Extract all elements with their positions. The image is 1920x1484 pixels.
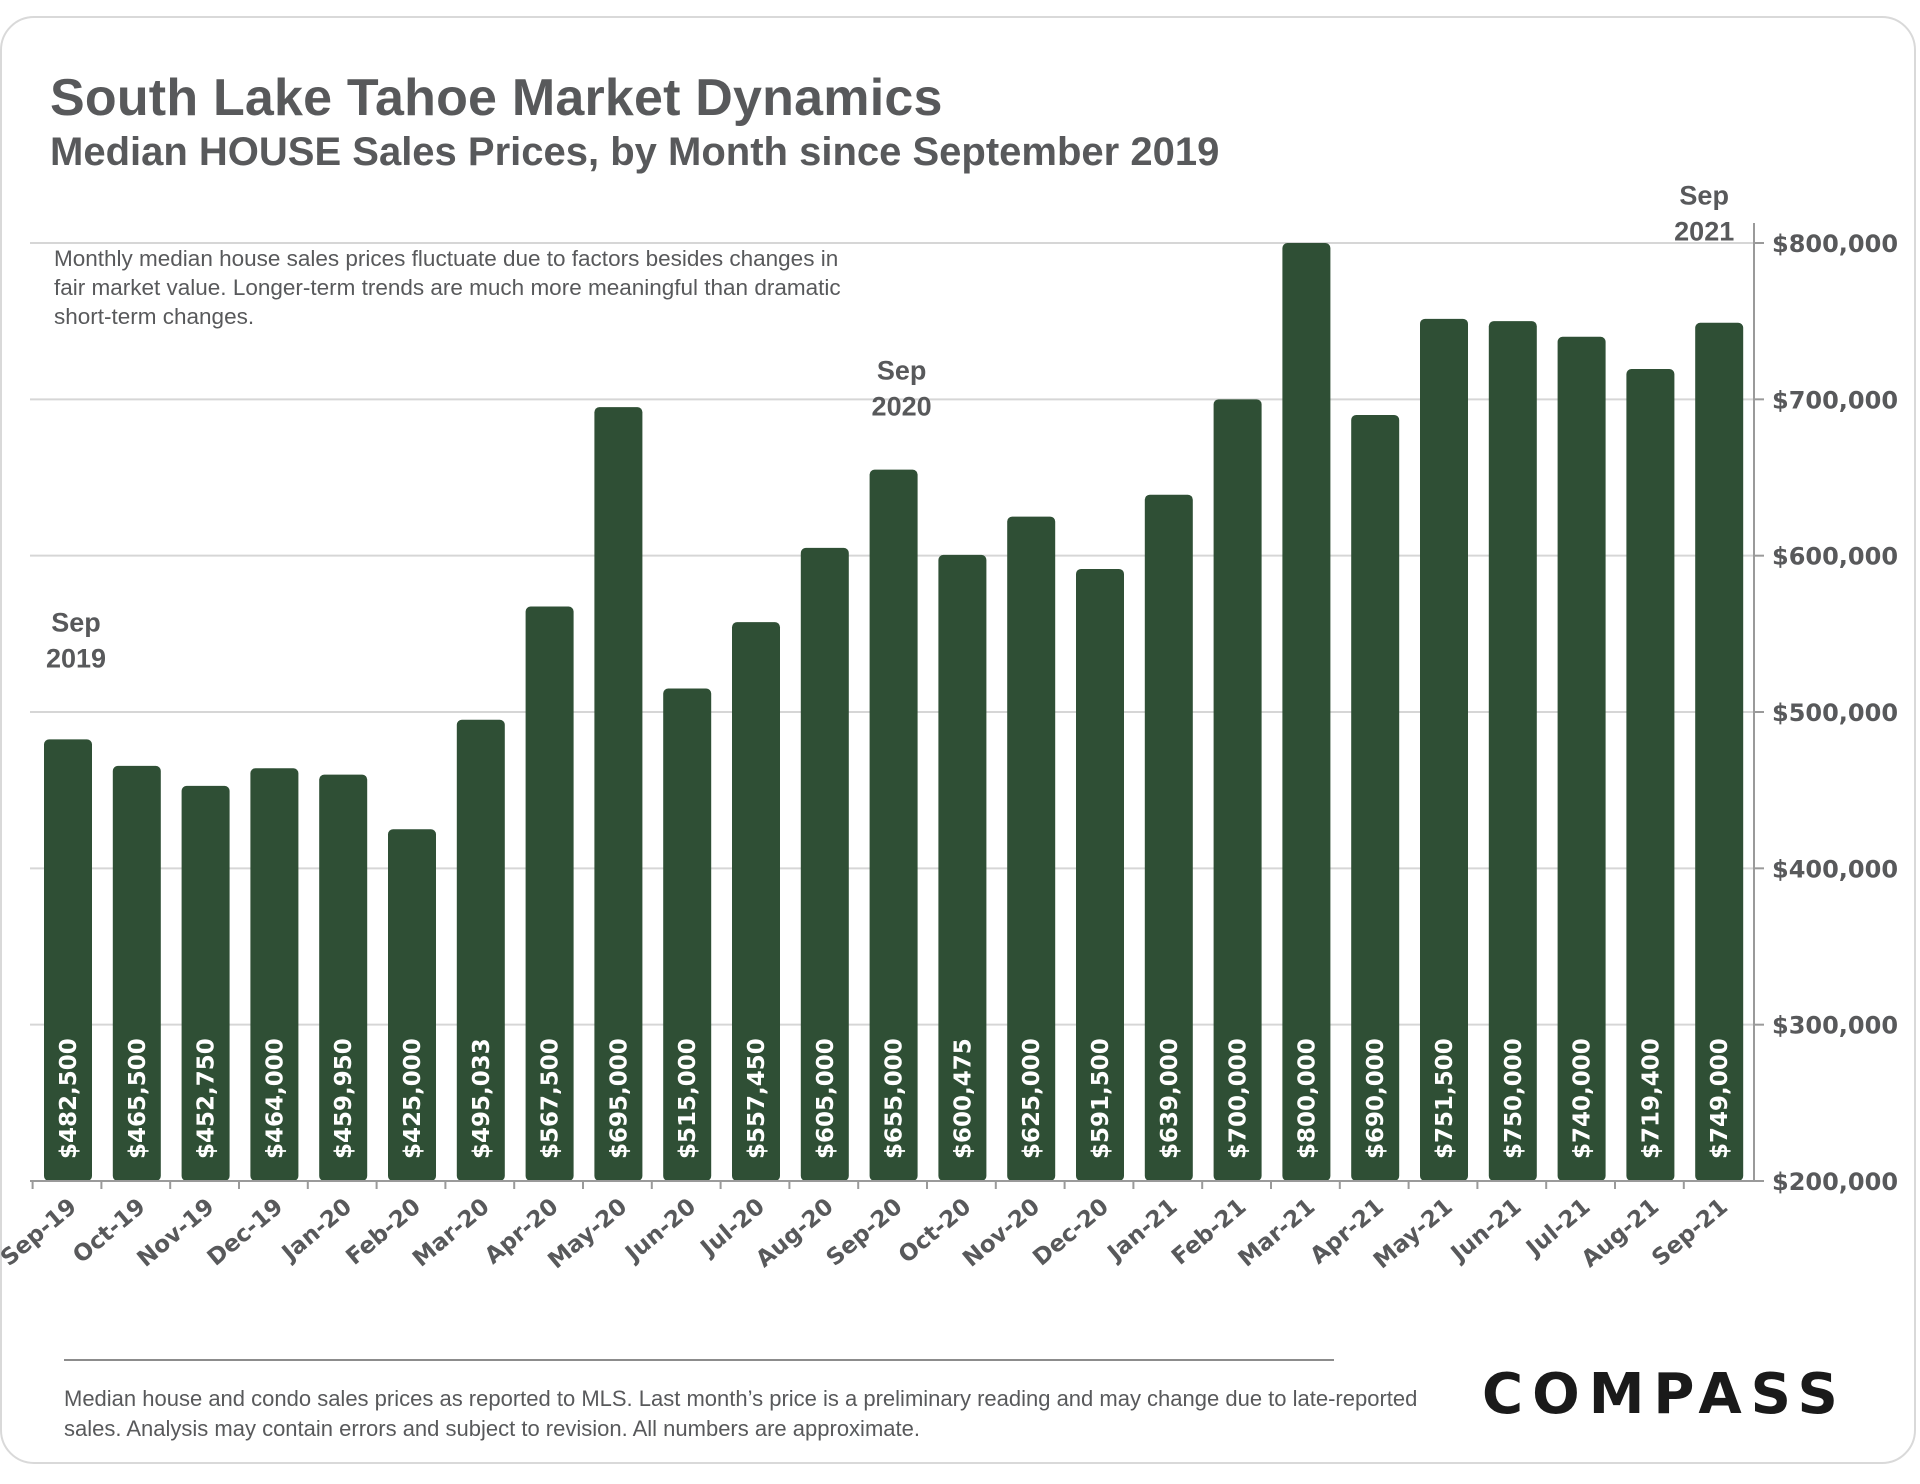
y-tick-label: $200,000 — [1772, 1168, 1898, 1196]
bar — [663, 688, 712, 1181]
bar — [112, 765, 161, 1181]
bar — [938, 554, 987, 1181]
y-tick-label: $300,000 — [1772, 1012, 1898, 1040]
bar-value-label: $639,000 — [1157, 1038, 1183, 1159]
annotation-label: Sep — [877, 356, 927, 386]
bar — [1213, 399, 1262, 1181]
y-tick-label: $400,000 — [1772, 855, 1898, 883]
annotation-label: Sep — [51, 607, 101, 637]
annotation-year: 2019 — [46, 643, 106, 673]
bar-value-label: $425,000 — [400, 1038, 426, 1159]
y-tick-labels: $200,000 $300,000 $400,000 $500,000 $600,000… — [1772, 230, 1898, 1196]
y-tick-label: $600,000 — [1772, 543, 1898, 571]
y-tick-label: $500,000 — [1772, 699, 1898, 727]
bar-value-label: $464,000 — [262, 1038, 288, 1159]
x-tick-label: Nov-20 — [958, 1194, 1045, 1273]
bar — [456, 719, 505, 1181]
bar-value-label: $719,400 — [1638, 1038, 1664, 1159]
bar — [1144, 494, 1193, 1181]
bar-value-label: $740,000 — [1570, 1038, 1596, 1159]
x-tick-label: Nov-19 — [133, 1194, 220, 1273]
bar-value-label: $700,000 — [1226, 1038, 1252, 1159]
bar-value-label: $567,500 — [538, 1038, 564, 1159]
bar — [1282, 243, 1331, 1181]
footer-divider — [64, 1359, 1334, 1361]
x-tick-label: Sep-19 — [0, 1194, 82, 1272]
annotation-year: 2021 — [1674, 217, 1734, 247]
x-tick-labels: Sep-19Oct-19Nov-19Dec-19Jan-20Feb-20Mar-… — [0, 1194, 1733, 1274]
bar — [1557, 336, 1606, 1181]
compass-logo: COMPASS — [1482, 1362, 1847, 1427]
bar — [1695, 322, 1744, 1182]
x-tick-label: Sep-21 — [1647, 1194, 1733, 1272]
bar-value-label: $750,000 — [1501, 1038, 1527, 1159]
x-tick-label: Mar-21 — [1234, 1194, 1321, 1273]
x-tick-label: Jan-21 — [1102, 1194, 1183, 1268]
bar — [388, 829, 436, 1181]
bar-value-label: $690,000 — [1363, 1038, 1389, 1159]
x-tick-label: Aug-21 — [1577, 1194, 1664, 1273]
bar — [319, 774, 368, 1181]
x-tick-label: Aug-20 — [751, 1194, 838, 1273]
x-tick-label: Jan-20 — [276, 1194, 357, 1268]
bar-value-label: $655,000 — [882, 1038, 908, 1159]
bar — [1420, 318, 1468, 1181]
bar — [1351, 414, 1400, 1181]
bar — [1626, 369, 1675, 1182]
x-tick-label: Sep-20 — [822, 1194, 908, 1272]
bar — [1488, 321, 1537, 1182]
bar — [250, 768, 299, 1181]
bar-value-label: $452,750 — [194, 1038, 220, 1159]
bar-value-labels: $482,500 $465,500 $452,750 $464,000 $459,950… — [56, 1038, 1733, 1159]
chart-subtitle: Median HOUSE Sales Prices, by Month sinc… — [50, 130, 1220, 174]
bar-value-label: $625,000 — [1019, 1038, 1045, 1159]
bar-value-label: $605,000 — [813, 1038, 839, 1159]
bar-value-label: $482,500 — [56, 1038, 82, 1159]
annotations: Sep 2019 Sep 2020 Sep 2021 — [46, 181, 1734, 674]
annotation-year: 2020 — [872, 392, 932, 422]
bar — [800, 547, 849, 1181]
y-tick-label: $700,000 — [1772, 386, 1898, 414]
bar — [1007, 516, 1056, 1181]
bar-value-label: $465,500 — [125, 1038, 151, 1159]
bar-value-label: $749,000 — [1707, 1038, 1733, 1159]
bar-value-label: $695,000 — [606, 1038, 632, 1159]
bar — [594, 407, 643, 1181]
bar — [1076, 568, 1124, 1181]
bar-value-label: $557,450 — [744, 1038, 770, 1159]
bars — [44, 243, 1744, 1182]
chart-title: South Lake Tahoe Market Dynamics — [50, 69, 943, 127]
bar-value-label: $515,000 — [675, 1038, 701, 1159]
axes — [30, 223, 1764, 1189]
bar-chart: $200,000 $300,000 $400,000 $500,000 $600,000… — [0, 181, 1898, 1274]
bar — [181, 785, 230, 1181]
chart-note: Monthly median house sales prices fluctu… — [54, 244, 844, 331]
bar-value-label: $459,950 — [331, 1038, 357, 1159]
x-tick-label: Dec-20 — [1028, 1194, 1114, 1272]
bar-value-label: $751,500 — [1432, 1038, 1458, 1159]
bar-value-label: $800,000 — [1294, 1038, 1320, 1159]
bar-value-label: $591,500 — [1088, 1038, 1114, 1159]
x-tick-label: Dec-19 — [203, 1194, 289, 1272]
x-tick-label: Mar-20 — [408, 1194, 495, 1273]
y-tick-label: $800,000 — [1772, 230, 1898, 258]
x-tick-label: Jun-21 — [1445, 1194, 1527, 1268]
bar-value-label: $600,475 — [950, 1038, 976, 1159]
bar — [525, 606, 574, 1181]
bar — [44, 739, 92, 1181]
bar-value-label: $495,033 — [469, 1038, 495, 1159]
x-tick-label: Jun-20 — [619, 1194, 701, 1268]
footer-disclaimer: Median house and condo sales prices as r… — [64, 1386, 1418, 1441]
bar — [869, 469, 918, 1181]
bar — [732, 622, 780, 1181]
annotation-label: Sep — [1679, 181, 1729, 211]
